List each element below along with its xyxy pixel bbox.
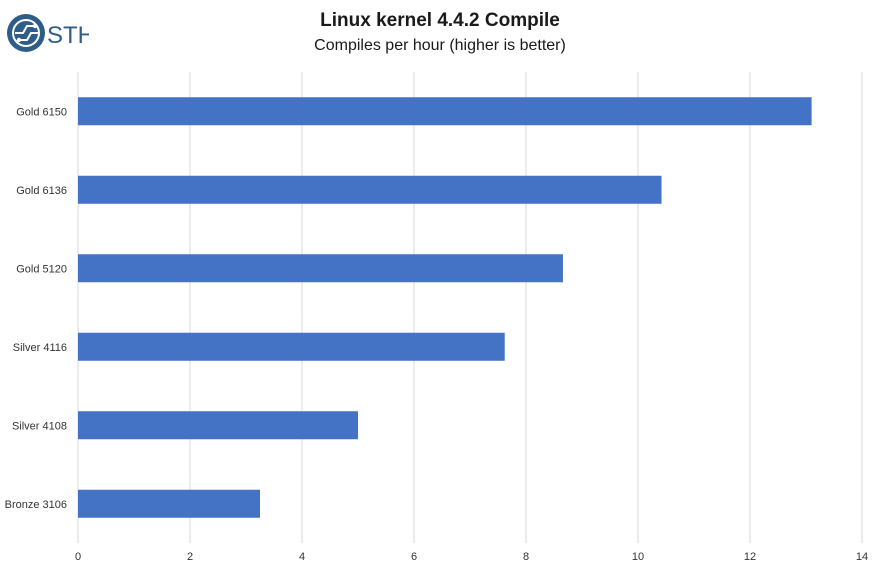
category-label: Gold 6150 [16,106,67,118]
logo-text: STH [47,22,89,49]
category-label: Bronze 3106 [5,499,67,511]
x-tick-label: 6 [411,551,417,563]
x-tick-label: 14 [856,551,868,563]
x-tick-labels: 0 2 4 6 8 10 12 14 [75,551,868,563]
category-label: Gold 6136 [16,185,67,197]
bar [78,411,358,440]
bar [78,254,563,283]
chart-title: Linux kernel 4.4.2 Compile [320,10,560,31]
bar [78,97,812,126]
x-tick-label: 0 [75,551,81,563]
category-labels: Gold 6150 Gold 6136 Gold 5120 Silver 4116 Si… [5,106,67,511]
x-tick-label: 4 [299,551,305,563]
x-tick-label: 8 [523,551,529,563]
x-tick-label: 10 [632,551,644,563]
x-tick-label: 12 [744,551,756,563]
sth-logo[interactable]: STH [5,10,89,56]
bar [78,332,505,361]
bar [78,489,260,518]
bars [78,97,812,518]
chart-subtitle: Compiles per hour (higher is better) [314,37,566,54]
bar [78,175,662,204]
sth-circuit-logo-icon [7,14,45,52]
x-tick-label: 2 [187,551,193,563]
category-label: Silver 4116 [13,342,67,354]
grid-lines [77,72,863,543]
category-label: Silver 4108 [12,420,67,432]
category-label: Gold 5120 [16,263,67,275]
